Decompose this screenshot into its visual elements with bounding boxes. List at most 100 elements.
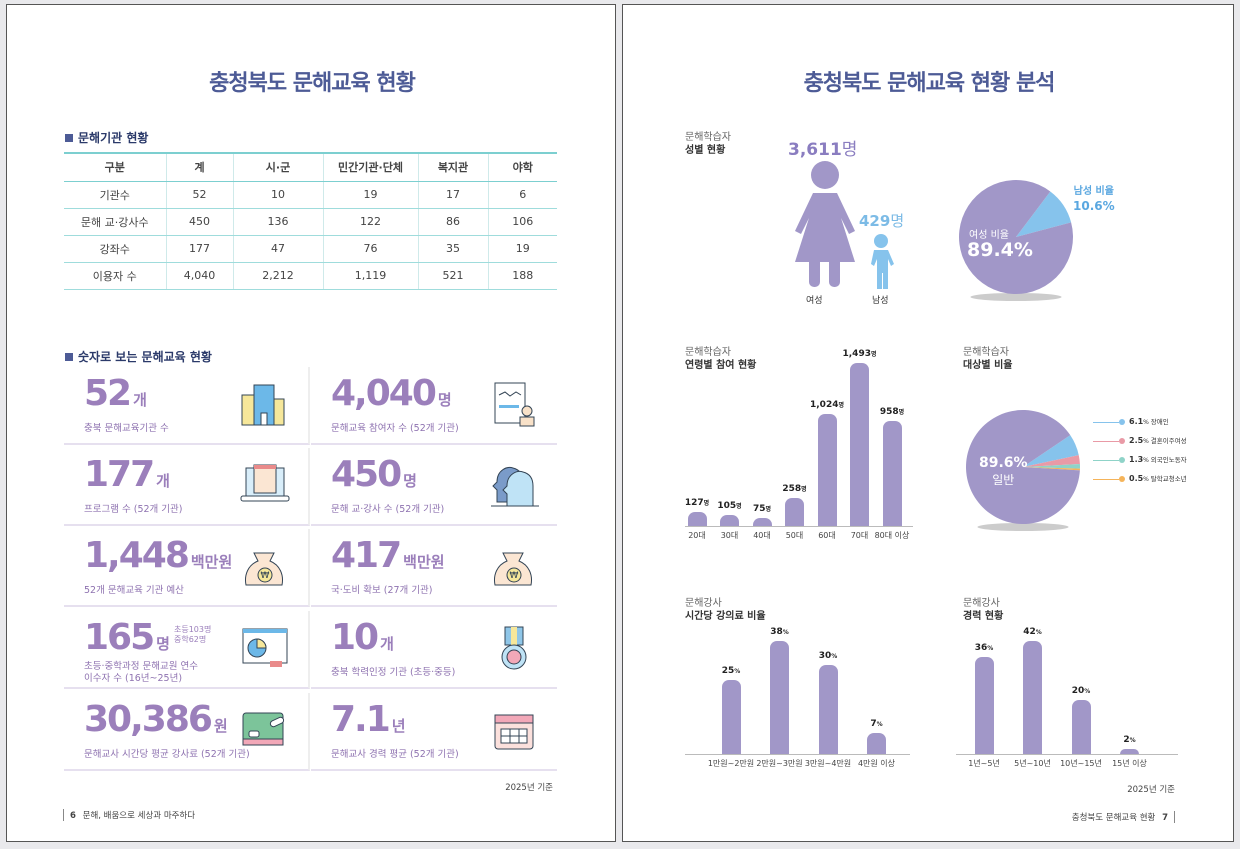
bar-label: 75명 bbox=[752, 503, 772, 514]
pie-slice bbox=[1016, 191, 1072, 237]
x-tick-label: 50대 bbox=[785, 531, 804, 540]
table-cell: 52 bbox=[165, 181, 233, 209]
pie-male-label: 남성 비율 bbox=[1073, 186, 1114, 197]
table-cell: 521 bbox=[417, 262, 488, 290]
stat-value: 417 백만원 bbox=[331, 535, 445, 576]
institution-table: 구분 계 시·군 민간기관·단체 복지관 야학 기관수 52 10 19 17 6 문해 교… bbox=[64, 152, 557, 290]
x-tick-label: 1년~5년 bbox=[968, 759, 1000, 768]
stat-unit: 명 bbox=[437, 391, 452, 409]
x-tick-label: 2만원~3만원 bbox=[756, 759, 803, 768]
bar-label: 2% bbox=[1123, 734, 1136, 745]
x-tick-label: 4만원 이상 bbox=[857, 759, 896, 768]
stat-value: 30,386 원 bbox=[84, 699, 228, 740]
x-tick-label: 60대 bbox=[818, 531, 836, 540]
stat-unit: 백만원 bbox=[403, 553, 445, 571]
money-bag-icon: ₩ bbox=[245, 552, 283, 586]
stat-unit: 개 bbox=[156, 472, 170, 490]
column-header: 시·군 bbox=[232, 152, 323, 182]
stat-value: 165 명초등103명 중학62명 bbox=[84, 617, 212, 658]
table-row: 문해 교·강사수 450 136 122 86 106 bbox=[64, 208, 557, 236]
bar-label: 42% bbox=[1023, 627, 1042, 637]
stat-description: 문해교사 경력 평균 (52개 기관) bbox=[331, 749, 459, 760]
pie-male-value: 10.6% bbox=[1073, 199, 1115, 213]
bar bbox=[687, 512, 707, 526]
stat-card: 1,448 백만원 52개 문해교육 기관 예산 ₩ bbox=[64, 529, 310, 607]
stat-description: 충북 학력인정 기관 (초등·중등) bbox=[331, 667, 456, 678]
table-cell: 이용자 수 bbox=[64, 262, 166, 290]
bar bbox=[882, 421, 902, 526]
stat-description: 52개 문해교육 기관 예산 bbox=[84, 585, 184, 596]
table-cell: 1,119 bbox=[322, 262, 418, 290]
x-tick-label: 70대 bbox=[850, 531, 869, 540]
sub-count: 중학62명 bbox=[173, 635, 207, 644]
stat-card: 7.1 년 문해교사 경력 평균 (52개 기관) bbox=[311, 693, 557, 771]
bar bbox=[721, 679, 741, 754]
basis-note: 2025년 기준 bbox=[505, 783, 553, 793]
female-count: 3,611명 bbox=[788, 140, 858, 160]
x-tick-label: 1만원~2만원 bbox=[707, 759, 755, 768]
bar bbox=[850, 363, 869, 526]
chart-title: 성별 현황 bbox=[685, 145, 726, 156]
pie-slice bbox=[966, 410, 1080, 524]
bar-label: 958명 bbox=[879, 407, 905, 418]
bar bbox=[752, 517, 772, 526]
chart-caption: 문해학습자 bbox=[963, 347, 1009, 358]
chart-caption: 문해강사 bbox=[963, 598, 1000, 609]
x-tick-label: 15년 이상 bbox=[1112, 759, 1147, 768]
table-cell: 122 bbox=[322, 208, 418, 236]
stat-unit: 개 bbox=[133, 391, 147, 409]
chart-title: 대상별 비율 bbox=[963, 360, 1013, 371]
x-tick-label: 10년~15년 bbox=[1060, 759, 1102, 768]
table-cell: 177 bbox=[165, 235, 233, 263]
stat-card: 165 명초등103명 중학62명 초등·중학과정 문해교원 연수 이수자 수 (16… bbox=[64, 611, 310, 689]
bar-label: 127명 bbox=[684, 498, 710, 509]
table-cell: 4,040 bbox=[165, 262, 233, 290]
legend-dot bbox=[1119, 476, 1125, 482]
x-tick-label: 30대 bbox=[720, 531, 739, 540]
bar bbox=[867, 733, 886, 754]
building-icon bbox=[241, 384, 285, 426]
bar-label: 36% bbox=[974, 643, 994, 654]
calendar-icon bbox=[494, 714, 534, 750]
stat-value: 52 개 bbox=[84, 373, 147, 414]
bar bbox=[785, 497, 804, 526]
pie-main-value: 89.6% bbox=[979, 455, 1028, 471]
bar-label: 20% bbox=[1071, 686, 1091, 697]
bar bbox=[720, 514, 739, 526]
column-header: 계 bbox=[165, 152, 233, 182]
column-header: 민간기관·단체 bbox=[322, 152, 418, 182]
table-cell: 10 bbox=[232, 181, 323, 209]
table-cell: 19 bbox=[487, 235, 557, 263]
column-header: 구분 bbox=[64, 152, 166, 182]
legend-dot bbox=[1119, 457, 1125, 463]
pie-female-value: 89.4% bbox=[967, 239, 1033, 261]
table-row: 기관수 52 10 19 17 6 bbox=[64, 181, 557, 209]
stat-value: 1,448 백만원 bbox=[84, 535, 233, 576]
table-cell: 강좌수 bbox=[64, 235, 166, 263]
document-person-icon bbox=[494, 382, 535, 427]
stat-value: 177 개 bbox=[84, 454, 170, 495]
x-tick-label: 3만원~4만원 bbox=[804, 759, 852, 768]
stat-unit: 개 bbox=[380, 635, 394, 653]
leader-line bbox=[1093, 422, 1119, 423]
table-row: 이용자 수 4,040 2,212 1,119 521 188 bbox=[64, 262, 557, 290]
bar bbox=[1071, 700, 1091, 754]
stat-card: 52 개 충북 문해교육기관 수 bbox=[64, 367, 310, 445]
sub-count: 초등103명 bbox=[173, 625, 212, 634]
stat-description: 국·도비 확보 (27개 기관) bbox=[331, 585, 433, 596]
chart-caption: 문해학습자 bbox=[685, 347, 731, 358]
table-cell: 188 bbox=[487, 262, 557, 290]
table-cell: 47 bbox=[232, 235, 323, 263]
page-number: 7 bbox=[1162, 813, 1168, 823]
bar-label: 30% bbox=[818, 650, 838, 661]
legend-item: 2.5% 결혼이주여성 bbox=[1129, 436, 1187, 445]
running-footer: 문해, 배움으로 세상과 마주하다 bbox=[82, 811, 196, 821]
stat-card: 4,040 명 문해교육 참여자 수 (52개 기관) bbox=[311, 367, 557, 445]
table-cell: 35 bbox=[417, 235, 488, 263]
stat-card: 30,386 원 문해교사 시간당 평균 강사료 (52개 기관) bbox=[64, 693, 310, 771]
stat-value: 7.1 년 bbox=[331, 699, 406, 740]
female-figure-icon bbox=[795, 161, 855, 287]
pie-slice bbox=[959, 180, 1073, 294]
bar bbox=[818, 664, 838, 754]
bar bbox=[817, 414, 837, 526]
